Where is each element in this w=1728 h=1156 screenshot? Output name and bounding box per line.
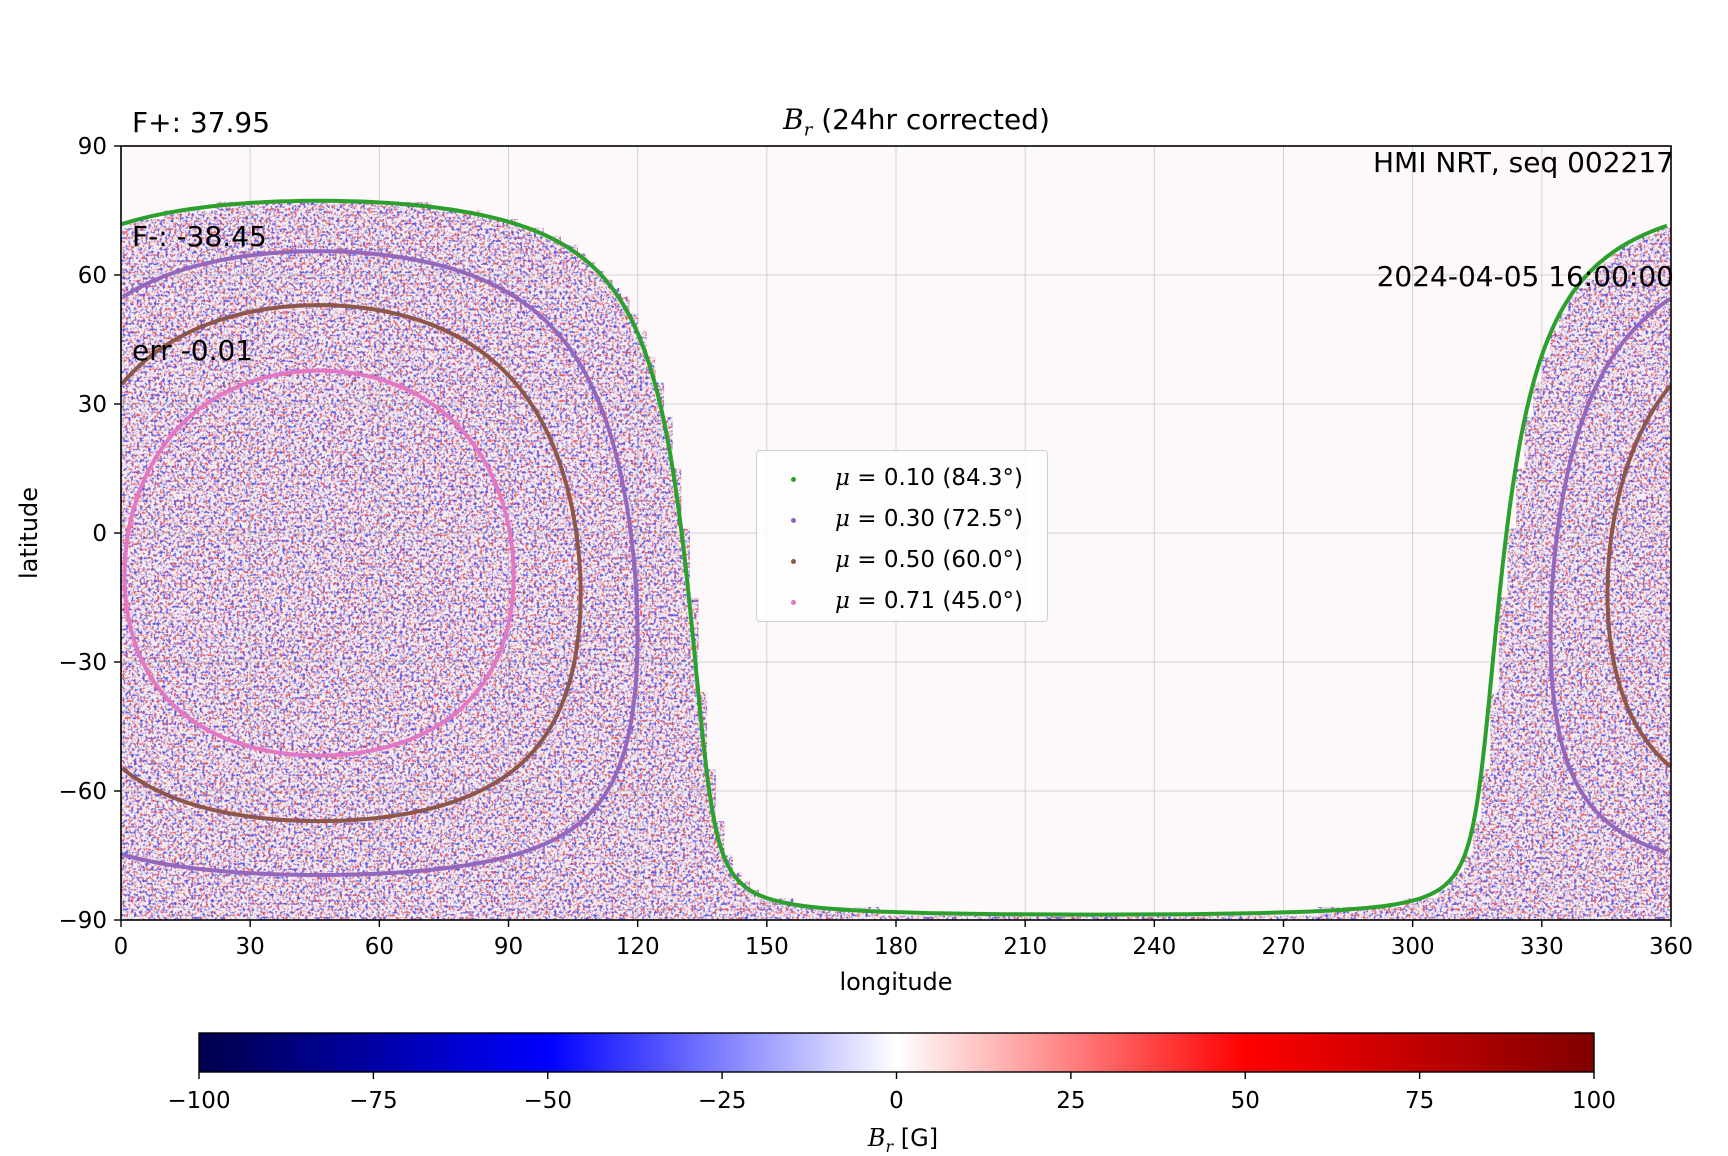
legend-item: μ = 0.71 (45.0°) [757,586,1047,620]
y-tick-label: −30 [58,650,107,676]
title-subscript: r [804,120,813,141]
y-axis-label: latitude [15,487,43,579]
x-tick-label: 150 [745,934,789,960]
flux-negative: F-: -38.45 [132,218,270,256]
x-tick-label: 240 [1132,934,1176,960]
y-tick-label: −60 [58,779,107,805]
colorbar [199,1033,1594,1072]
title-variable: B [783,103,804,136]
legend-label: μ = 0.50 (60.0°) [835,547,1023,573]
x-tick-label: 300 [1391,934,1435,960]
colorbar-ticks: −100 −75 −50 −25 0 25 50 75 100 [167,1072,1616,1114]
x-tick-label: 180 [874,934,918,960]
x-tick-label: 0 [114,934,129,960]
chart-title: Br (24hr corrected) [0,103,1728,141]
legend-marker [791,559,796,564]
legend-item: μ = 0.50 (60.0°) [757,545,1047,579]
colorbar-label: Br [G] [0,1124,1728,1156]
legend-label: μ = 0.71 (45.0°) [835,588,1023,614]
title-text: (24hr corrected) [812,103,1050,136]
colorbar-tick-label: 25 [1056,1088,1085,1114]
x-tick-label: 120 [616,934,660,960]
legend-label: μ = 0.10 (84.3°) [835,465,1023,491]
legend-marker [791,600,796,605]
colorbar-tick-label: 0 [889,1088,904,1114]
colorbar-tick-label: 75 [1405,1088,1434,1114]
x-tick-label: 90 [494,934,523,960]
colorbar-tick-label: −25 [698,1088,747,1114]
legend: μ = 0.10 (84.3°) μ = 0.30 (72.5°) μ = 0.… [756,450,1048,622]
y-tick-label: 60 [78,263,107,289]
x-tick-label: 30 [236,934,265,960]
x-tick-label: 210 [1003,934,1047,960]
source-label: HMI NRT, seq 002217 [1373,144,1674,182]
x-tick-label: 270 [1262,934,1306,960]
legend-marker [791,477,796,482]
colorbar-tick-label: −50 [523,1088,572,1114]
y-tick-label: −90 [58,908,107,934]
legend-marker [791,518,796,523]
x-tick-label: 60 [365,934,394,960]
flux-stats: F+: 37.95 F-: -38.45 err -0.01 [132,28,270,408]
colorbar-tick-label: 50 [1231,1088,1260,1114]
colorbar-tick-label: −100 [167,1088,230,1114]
timestamp-label: 2024-04-05 16:00:00 [1373,258,1674,296]
y-tick-label: 30 [78,392,107,418]
x-axis-label: longitude [839,968,952,996]
legend-item: μ = 0.30 (72.5°) [757,504,1047,538]
x-tick-label: 330 [1520,934,1564,960]
colorbar-tick-label: −75 [349,1088,398,1114]
legend-item: μ = 0.10 (84.3°) [757,463,1047,497]
colorbar-tick-label: 100 [1572,1088,1616,1114]
y-tick-label: 0 [92,521,107,547]
x-tick-label: 360 [1649,934,1693,960]
flux-error: err -0.01 [132,332,270,370]
legend-label: μ = 0.30 (72.5°) [835,506,1023,532]
